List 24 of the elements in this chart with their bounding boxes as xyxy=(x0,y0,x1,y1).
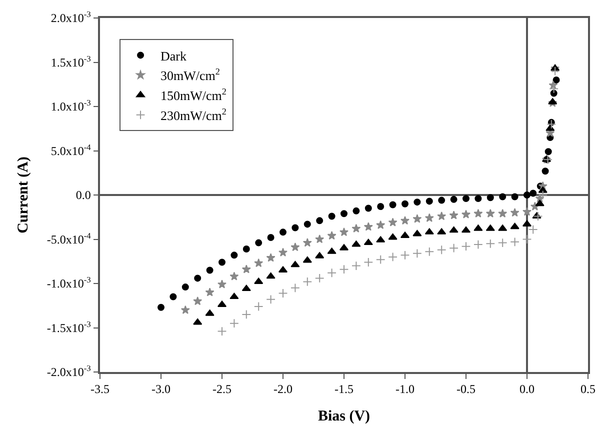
y-tick-label: 1.0x10$^{-3}$ xyxy=(50,98,91,114)
x-tick-label: -2.0 xyxy=(274,382,292,396)
x-tick-label: -2.5 xyxy=(212,382,232,396)
x-tick-label: 0.0 xyxy=(520,382,534,396)
y-tick-label: -1.0x10$^{-3}$ xyxy=(46,276,91,291)
x-axis-title: Bias (V) xyxy=(318,408,370,425)
legend-label: 30mW/cm$^{2}$ xyxy=(160,66,220,84)
y-tick-label: -2.0x10$^{-3}$ xyxy=(46,364,91,380)
x-tick-label: -1.5 xyxy=(334,382,354,396)
x-tick-label: -3.5 xyxy=(90,382,110,396)
x-tick-label: 0.5 xyxy=(580,382,596,396)
legend-label: Dark xyxy=(160,48,188,64)
y-tick-label: 1.5x10$^{-3}$ xyxy=(50,54,91,70)
x-tick-label: -3.0 xyxy=(152,382,170,396)
y-tick-label: 5.0x10$^{-4}$ xyxy=(50,142,92,158)
legend-label: 230mW/cm$^{2}$ xyxy=(160,106,227,123)
x-tick-label: -0.5 xyxy=(456,382,476,396)
y-tick-label: 0.0 xyxy=(76,188,91,202)
y-axis-title: Current (A) xyxy=(16,156,32,234)
legend-label: 150mW/cm$^{2}$ xyxy=(160,86,227,104)
x-tick-label: -1.0 xyxy=(396,382,414,396)
y-tick-label: -5.0x10$^{-4}$ xyxy=(46,231,92,246)
y-tick-label: -1.5x10$^{-3}$ xyxy=(46,320,91,335)
y-tick-label: 2.0x10$^{-3}$ xyxy=(50,10,91,26)
